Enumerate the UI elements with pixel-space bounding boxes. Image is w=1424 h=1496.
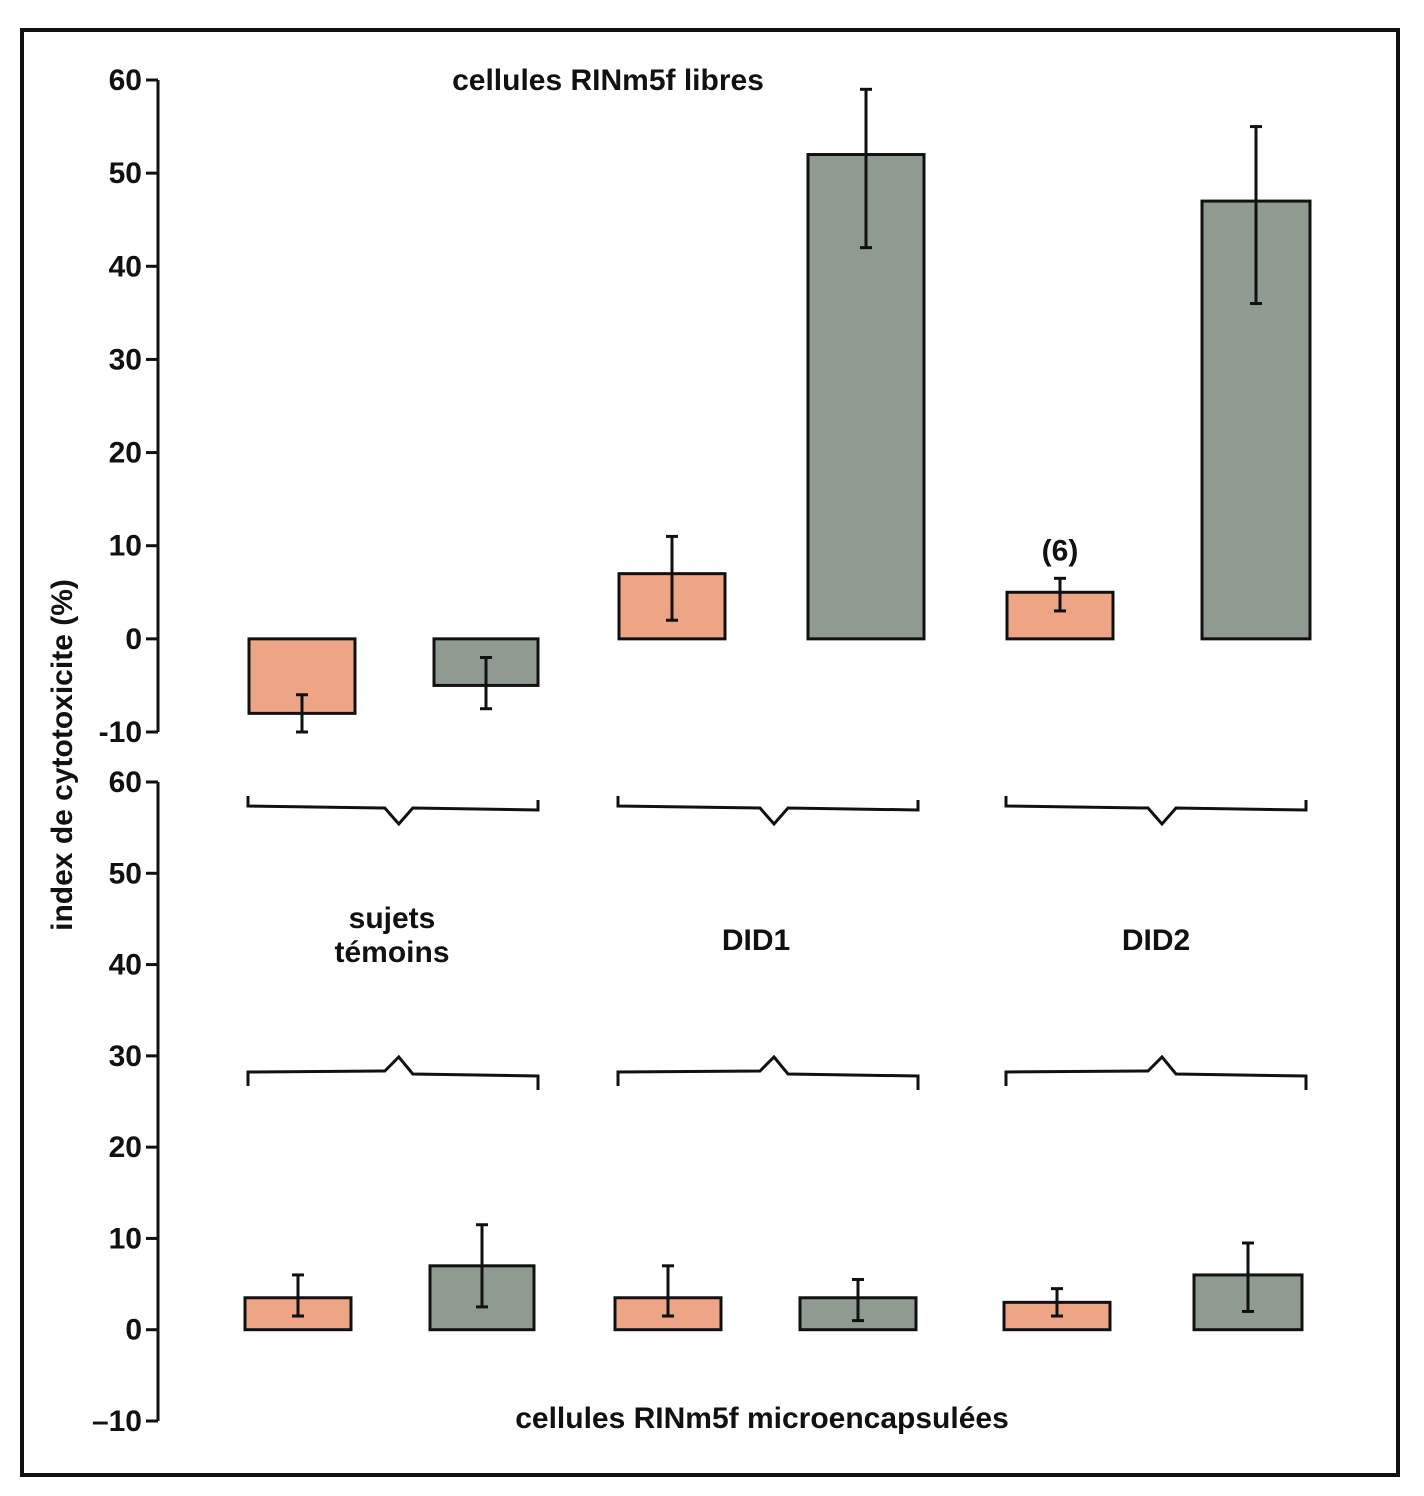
group-label-did2: DID2	[1122, 924, 1190, 957]
error-bar-did2-series-b	[1242, 1241, 1254, 1313]
y-tick-label: 10	[109, 530, 142, 563]
y-tick-label: 30	[109, 343, 142, 376]
error-bar-sujets-temoins-series-a	[292, 1273, 304, 1318]
y-tick-label: 50	[109, 157, 142, 190]
brace-top-did2	[1004, 796, 1308, 827]
brace-top-did1	[616, 796, 920, 827]
y-axis-microencapsulated-cells: 60 50 40 30 20 10 0 –10	[92, 766, 160, 1438]
y-tick-label: 20	[109, 1131, 142, 1164]
error-bar-did1-series-b	[860, 87, 872, 250]
brace-bottom-sujets-temoins	[246, 1054, 540, 1090]
annotations-free-cells: (6)	[1042, 534, 1079, 567]
y-tick-label: 60	[109, 766, 142, 799]
group-label-sujets-temoins: sujets	[349, 902, 436, 935]
error-bar-did2-series-b	[1250, 125, 1262, 306]
brace-bottom-did1	[616, 1054, 920, 1090]
y-axis-title: index de cytotoxicite (%)	[46, 579, 79, 931]
error-bar-sujets-temoins-series-b	[480, 655, 492, 711]
bars-free-cells	[247, 87, 1312, 734]
figure-frame	[20, 28, 1400, 1477]
error-bar-sujets-temoins-series-a	[296, 693, 308, 734]
group-label-did1: DID1	[722, 924, 790, 957]
panel-free-cells: cellules RINm5f libres 6050403020100-10 …	[99, 64, 1312, 749]
y-tick-label: 60	[109, 64, 142, 97]
y-tick-label: -10	[99, 716, 142, 749]
group-braces	[246, 796, 1308, 1090]
error-bar-did2-series-a	[1054, 576, 1066, 613]
y-tick-label: 10	[109, 1222, 142, 1255]
y-tick-label: 40	[109, 949, 142, 982]
bar-sujets-temoins-series-a	[243, 1296, 353, 1332]
error-bar-sujets-temoins-series-b	[476, 1223, 488, 1309]
annotation-label: (6)	[1042, 534, 1079, 567]
y-tick-label: 40	[109, 250, 142, 283]
error-bar-did2-series-a	[1051, 1287, 1063, 1318]
y-tick-label: 50	[109, 857, 142, 890]
y-tick-label: 30	[109, 1040, 142, 1073]
y-tick-label: 0	[125, 623, 142, 656]
y-tick-label: 20	[109, 437, 142, 470]
brace-bottom-did2	[1004, 1054, 1308, 1090]
error-bar-did1-series-a	[662, 1264, 674, 1318]
panel-title-free-cells: cellules RINm5f libres	[452, 64, 764, 97]
y-axis-free-cells: 60 50 40 30 20 10 0 -10	[99, 64, 160, 749]
error-bar-did1-series-b	[852, 1278, 864, 1323]
error-bar-did1-series-a	[666, 534, 678, 622]
y-tick-label: –10	[92, 1405, 142, 1438]
panel-title-microencapsulated-cells: cellules RINm5f microencapsulées	[515, 1402, 1009, 1435]
brace-top-sujets-temoins	[246, 796, 540, 827]
y-tick-label: 0	[125, 1314, 142, 1347]
bars-microencapsulated-cells	[243, 1223, 1304, 1332]
panel-microencapsulated-cells: cellules RINm5f microencapsulées 60 50 40 3…	[92, 766, 1304, 1438]
group-label-sujets-temoins: témoins	[334, 936, 449, 969]
